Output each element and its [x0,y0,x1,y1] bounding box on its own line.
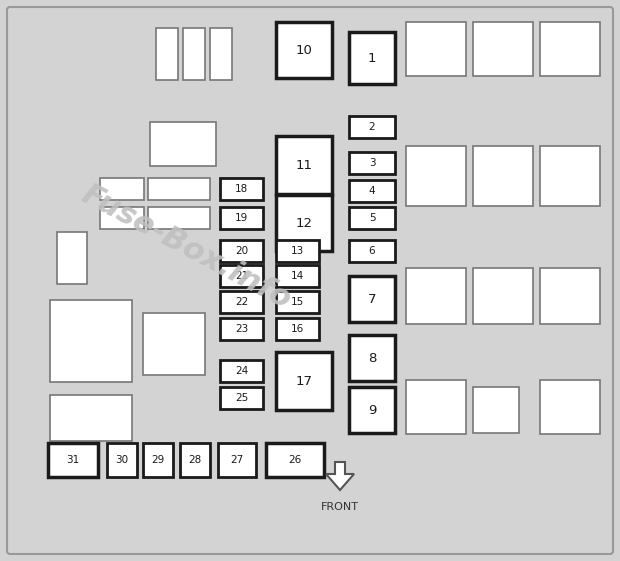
Bar [349,387,395,433]
Text: 12: 12 [296,217,312,229]
Bar [180,443,210,477]
Bar [148,207,210,229]
Bar [220,207,263,229]
Text: 31: 31 [66,455,79,465]
Bar [50,395,132,441]
Text: 15: 15 [291,297,304,307]
Text: 4: 4 [369,186,375,196]
Bar [473,146,533,206]
Text: 25: 25 [235,393,248,403]
Bar [266,443,324,477]
Bar [220,178,263,200]
Text: 22: 22 [235,297,248,307]
Bar [143,313,205,375]
Bar [540,146,600,206]
Bar [48,443,98,477]
Bar [220,291,263,313]
Text: 14: 14 [291,271,304,281]
Bar [540,268,600,324]
Bar [349,240,395,262]
Bar [220,240,263,262]
Text: 27: 27 [231,455,244,465]
Bar [406,22,466,76]
Bar [143,443,173,477]
Text: 13: 13 [291,246,304,256]
Bar [276,291,319,313]
Text: 20: 20 [235,246,248,256]
Text: 17: 17 [296,375,312,388]
Bar [406,380,466,434]
Bar [50,300,132,382]
Bar [540,22,600,76]
Bar [276,352,332,410]
Text: 6: 6 [369,246,375,256]
Text: 7: 7 [368,292,376,306]
Bar [406,268,466,324]
Bar [148,178,210,200]
Bar [100,207,144,229]
Bar [473,268,533,324]
Text: 1: 1 [368,52,376,65]
Text: 23: 23 [235,324,248,334]
Bar [220,387,263,409]
Bar [57,232,87,284]
Text: 21: 21 [235,271,248,281]
Bar [349,32,395,84]
Bar [210,28,232,80]
Bar [183,28,205,80]
Text: 2: 2 [369,122,375,132]
Text: FRONT: FRONT [321,502,359,512]
Text: 19: 19 [235,213,248,223]
Bar [156,28,178,80]
Bar [220,265,263,287]
Bar [349,207,395,229]
Bar [276,22,332,78]
Bar [218,443,256,477]
Text: Fuse-Box.info: Fuse-Box.info [76,180,296,314]
Polygon shape [326,462,354,490]
Bar [349,116,395,138]
Text: 5: 5 [369,213,375,223]
Text: 9: 9 [368,403,376,416]
Bar [220,318,263,340]
Text: 11: 11 [296,159,312,172]
Bar [540,380,600,434]
Text: 26: 26 [288,455,301,465]
Text: 18: 18 [235,184,248,194]
Bar [473,387,519,433]
Text: 28: 28 [188,455,202,465]
Bar [473,22,533,76]
Bar [100,178,144,200]
Bar [150,122,216,166]
Text: 30: 30 [115,455,128,465]
Bar [276,265,319,287]
Bar [276,195,332,251]
Text: 29: 29 [151,455,165,465]
Bar [349,180,395,202]
Bar [406,146,466,206]
Bar [276,240,319,262]
Bar [220,360,263,382]
FancyBboxPatch shape [7,7,613,554]
Text: 24: 24 [235,366,248,376]
Bar [349,152,395,174]
Bar [349,276,395,322]
Bar [276,318,319,340]
Bar [349,335,395,381]
Text: 8: 8 [368,352,376,365]
Text: 10: 10 [296,44,312,57]
Text: 3: 3 [369,158,375,168]
Bar [276,136,332,194]
Text: 16: 16 [291,324,304,334]
Bar [107,443,137,477]
